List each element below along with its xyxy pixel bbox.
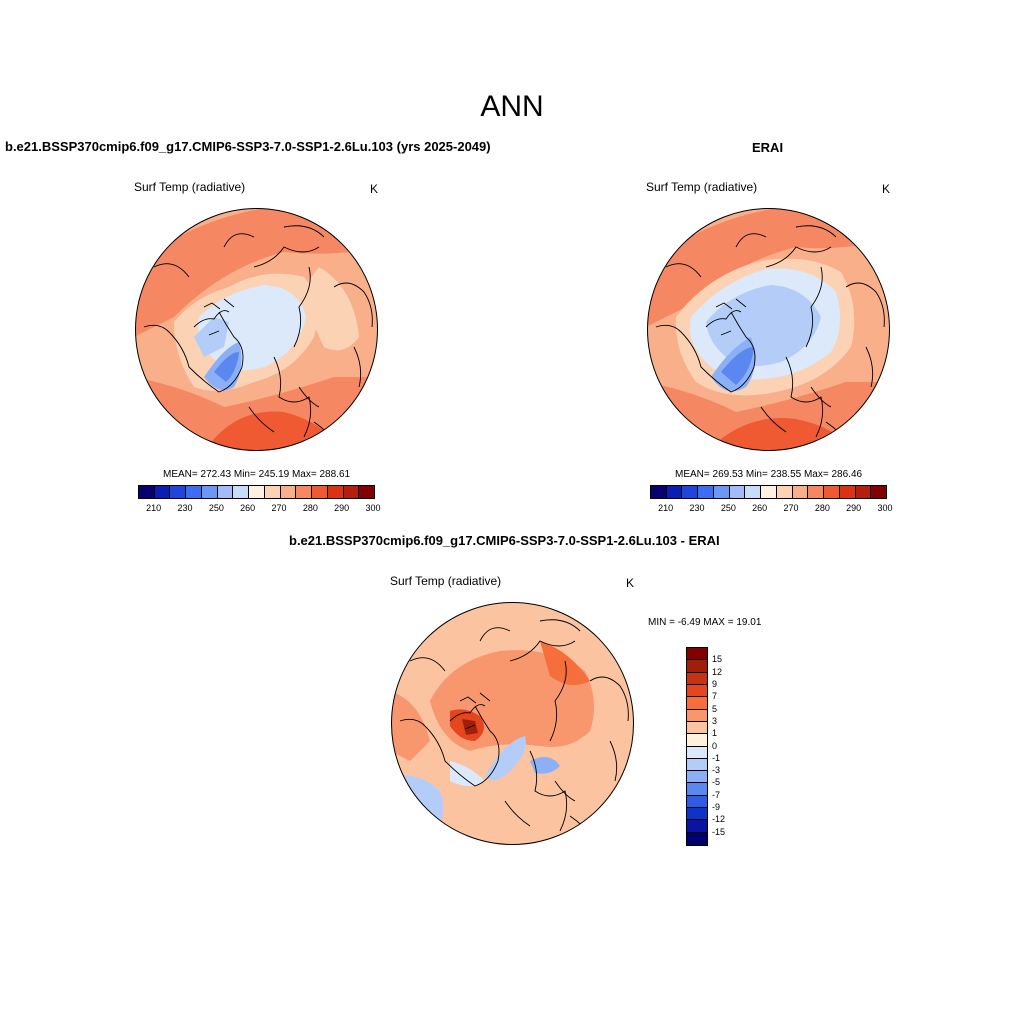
model-colorbar-swatch (170, 486, 187, 498)
diff-colorbar-tick-label: 3 (712, 715, 718, 726)
diff-colorbar-tick-label: 9 (712, 678, 718, 689)
diff-colorbar-tick-label: 12 (712, 666, 723, 677)
obs-colorbar-swatch (839, 486, 856, 498)
obs-colorbar-swatch (776, 486, 793, 498)
obs-panel-title: ERAI (752, 140, 784, 155)
obs-colorbar-swatch (761, 486, 777, 498)
obs-colorbar-tick-label: 250 (720, 503, 736, 513)
obs-colorbar-tick-label: 290 (846, 503, 862, 513)
diff-colorbar-tick-label: -12 (712, 814, 726, 825)
diff-colorbar-tick-label: -1 (712, 752, 721, 763)
obs-polar-map (647, 208, 890, 451)
model-colorbar-tick-label: 280 (302, 503, 318, 513)
model-polar-map (135, 208, 378, 451)
diff-colorbar-swatch (687, 709, 707, 722)
model-colorbar-swatch (249, 486, 265, 498)
obs-colorbar-tick-label: 280 (814, 503, 830, 513)
obs-colorbar-tick-label: 230 (689, 503, 705, 513)
model-colorbar-swatch (264, 486, 281, 498)
diff-colorbar-tick-label: -15 (712, 826, 726, 837)
model-colorbar-swatch (312, 486, 328, 498)
diff-colorbar-swatch (687, 660, 707, 673)
model-colorbar-tick-label: 300 (365, 503, 381, 513)
diff-colorbar-swatch (687, 758, 707, 772)
diff-units-label: K (626, 576, 635, 590)
diff-colorbar-swatch (687, 808, 707, 821)
diff-variable-label: Surf Temp (radiative) (390, 574, 502, 588)
obs-colorbar-ticks: 210 230 250 260 270 280 290 300 (650, 503, 892, 515)
obs-colorbar-tick-label: 270 (783, 503, 799, 513)
model-colorbar-swatch (186, 486, 202, 498)
model-colorbar-swatch (343, 486, 360, 498)
model-colorbar-tick-label: 260 (240, 503, 256, 513)
obs-colorbar-tick-label: 210 (658, 503, 674, 513)
diff-colorbar-tick-label: -7 (712, 789, 721, 800)
diff-colorbar-tick-label: 7 (712, 691, 718, 702)
diff-colorbar-swatch (687, 783, 707, 796)
model-colorbar-tick-label: 210 (146, 503, 162, 513)
diff-colorbar-tick-label: 15 (712, 654, 723, 665)
diff-colorbar-swatch (687, 697, 707, 710)
model-units-label: K (370, 182, 379, 196)
model-colorbar-tick-label: 230 (177, 503, 193, 513)
obs-colorbar-swatch (682, 486, 699, 498)
obs-units-label: K (882, 182, 891, 196)
obs-colorbar-swatch (729, 486, 746, 498)
obs-colorbar-tick-label: 260 (752, 503, 768, 513)
model-colorbar-swatch (139, 486, 155, 498)
obs-colorbar (650, 485, 887, 499)
obs-colorbar-swatch (698, 486, 714, 498)
obs-variable-label: Surf Temp (radiative) (646, 180, 758, 194)
model-colorbar-swatch (154, 486, 171, 498)
diff-colorbar-ticks: 15 12 9 7 5 3 1 0 -1 -3 -5 -7 -9 -12 -15 (712, 647, 752, 844)
model-colorbar-swatch (296, 486, 313, 498)
model-variable-label: Surf Temp (radiative) (134, 180, 246, 194)
obs-colorbar-swatch (824, 486, 840, 498)
diff-colorbar-tick-label: 5 (712, 703, 718, 714)
model-colorbar-swatch (359, 486, 375, 498)
diff-colorbar (686, 647, 708, 846)
obs-colorbar-swatch (855, 486, 872, 498)
diff-colorbar-swatch (687, 832, 707, 845)
obs-colorbar-tick-label: 300 (877, 503, 893, 513)
obs-colorbar-swatch (666, 486, 683, 498)
diff-colorbar-swatch (687, 734, 707, 747)
diff-panel-title: b.e21.BSSP370cmip6.f09_g17.CMIP6-SSP3-7.… (289, 533, 720, 548)
obs-colorbar-swatch (792, 486, 809, 498)
model-colorbar-tick-label: 250 (208, 503, 224, 513)
diff-stats: MIN = -6.49 MAX = 19.01 (648, 617, 762, 628)
model-colorbar-swatch (233, 486, 250, 498)
model-colorbar (138, 485, 375, 499)
obs-colorbar-swatch (808, 486, 825, 498)
diff-colorbar-tick-label: -5 (712, 777, 721, 788)
diff-colorbar-swatch (687, 795, 707, 809)
diff-colorbar-swatch (687, 721, 707, 735)
model-colorbar-tick-label: 270 (271, 503, 287, 513)
diff-colorbar-tick-label: 1 (712, 728, 718, 739)
diff-colorbar-swatch (687, 771, 707, 784)
obs-colorbar-swatch (713, 486, 730, 498)
diff-colorbar-swatch (687, 820, 707, 833)
model-colorbar-swatch (280, 486, 297, 498)
diff-colorbar-tick-label: 0 (712, 740, 718, 751)
diff-colorbar-tick-label: -3 (712, 765, 721, 776)
model-panel-title: b.e21.BSSP370cmip6.f09_g17.CMIP6-SSP3-7.… (5, 139, 491, 154)
page-title: ANN (480, 90, 544, 123)
model-colorbar-swatch (327, 486, 344, 498)
model-colorbar-tick-label: 290 (334, 503, 350, 513)
obs-colorbar-swatch (651, 486, 667, 498)
diff-polar-map (391, 602, 634, 845)
model-stats: MEAN= 272.43 Min= 245.19 Max= 288.61 (163, 469, 351, 480)
diff-colorbar-swatch (687, 648, 707, 661)
diff-colorbar-swatch (687, 672, 707, 685)
obs-stats: MEAN= 269.53 Min= 238.55 Max= 286.46 (675, 469, 863, 480)
model-colorbar-swatch (201, 486, 218, 498)
model-colorbar-swatch (217, 486, 234, 498)
diff-colorbar-swatch (687, 684, 707, 698)
obs-colorbar-swatch (871, 486, 887, 498)
diff-colorbar-swatch (687, 746, 707, 759)
obs-colorbar-swatch (745, 486, 762, 498)
model-colorbar-ticks: 210 230 250 260 270 280 290 300 (138, 503, 380, 515)
diff-colorbar-tick-label: -9 (712, 802, 721, 813)
